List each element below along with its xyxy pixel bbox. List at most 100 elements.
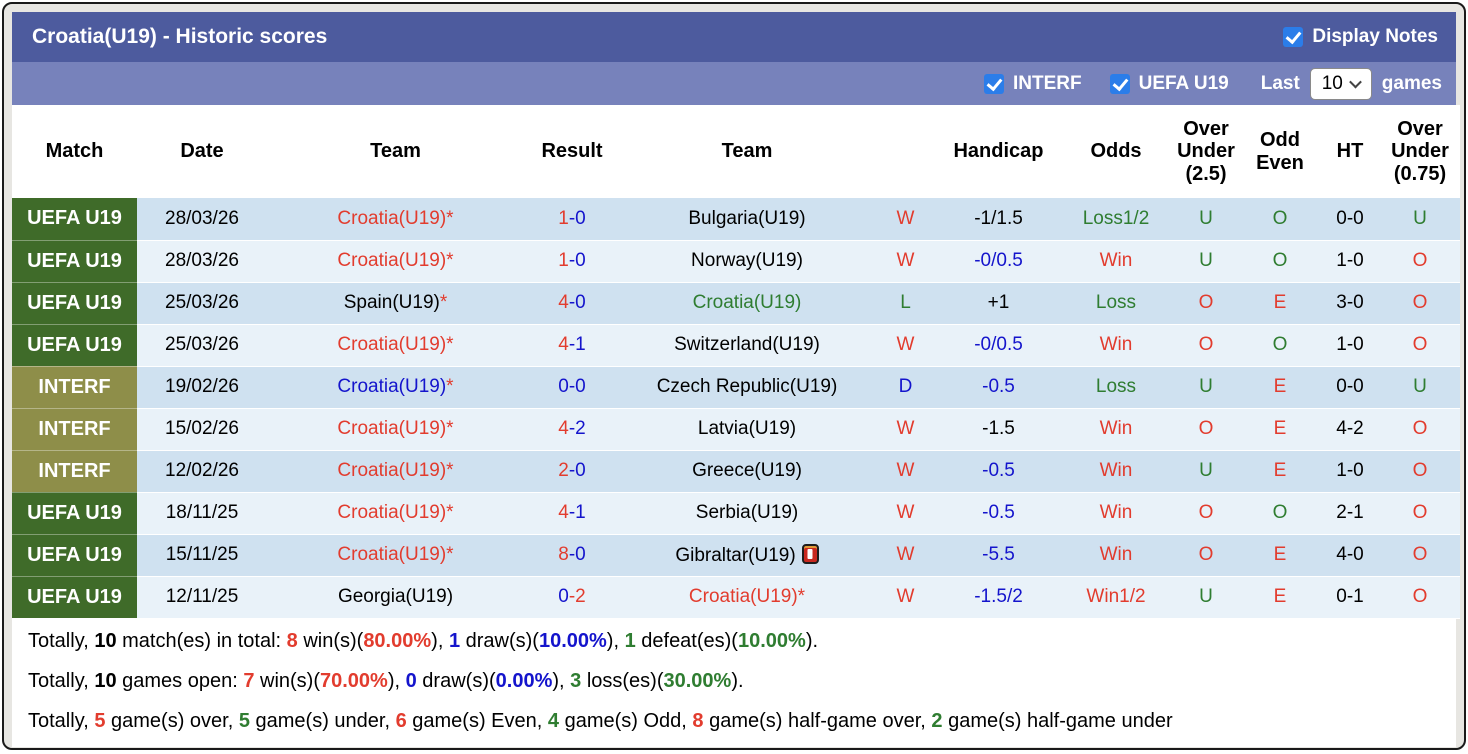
odd-even-letter: O (1272, 207, 1288, 229)
display-notes-checkbox[interactable] (1283, 27, 1304, 47)
interf-checkbox[interactable] (984, 73, 1004, 94)
home-star: * (446, 544, 454, 565)
ou075-letter: O (1412, 544, 1428, 565)
team-name: Croatia(U19) (692, 292, 802, 313)
team-name: Croatia(U19) (337, 376, 447, 397)
league-badge: INTERF (12, 366, 137, 409)
match-result: 4-1 (524, 492, 620, 535)
away-team: Serbia(U19) (620, 492, 874, 535)
home-score: 4 (558, 292, 569, 313)
league-badge: INTERF (12, 408, 137, 451)
col-header-match: Match (12, 105, 137, 198)
ou25-letter: O (1198, 418, 1214, 439)
odds-text: Win (1099, 502, 1133, 523)
match-result: 1-0 (524, 240, 620, 283)
summary-segment: Totally, (28, 709, 95, 732)
odds-result: Win (1060, 324, 1172, 367)
last-games-select[interactable]: 10 (1309, 67, 1372, 100)
ou075-letter: O (1412, 502, 1428, 523)
col-header-date: Date (137, 105, 267, 198)
summary-segment: 6 (395, 709, 407, 732)
table-row: INTERF 12/02/26 Croatia(U19)* 2-0 Greece(U19… (12, 450, 1460, 493)
odds-result: Win (1060, 492, 1172, 535)
summary-segment: ). (731, 669, 744, 692)
handicap-value: -1.5/2 (937, 576, 1060, 619)
summary-segment: 8 (286, 629, 298, 652)
team-name: Gibraltar(U19) (675, 544, 796, 566)
uefa-u19-toggle[interactable]: UEFA U19 (1109, 73, 1229, 95)
wdl-letter: W (896, 586, 915, 607)
over-under-075: U (1380, 366, 1460, 409)
over-under-075: O (1380, 282, 1460, 325)
match-date: 12/02/26 (137, 450, 267, 493)
odds-text: Win1/2 (1086, 586, 1146, 607)
league-badge: UEFA U19 (12, 492, 137, 535)
over-under-25: U (1172, 450, 1240, 493)
home-star: * (446, 460, 454, 481)
odds-text: Loss (1095, 292, 1137, 313)
wdl-letter: D (898, 376, 913, 397)
over-under-075: O (1380, 240, 1460, 283)
over-under-075: O (1380, 534, 1460, 577)
match-date: 28/03/26 (137, 198, 267, 241)
display-notes-toggle[interactable]: Display Notes (1283, 26, 1438, 48)
handicap-text: -5.5 (982, 544, 1015, 565)
ht-score: 4-2 (1320, 408, 1380, 451)
over-under-25: O (1172, 534, 1240, 577)
odd-even: O (1240, 324, 1320, 367)
home-team: Croatia(U19)* (267, 450, 524, 493)
ou075-letter: U (1413, 376, 1427, 397)
team-name: Croatia(U19) (688, 586, 798, 607)
interf-toggle[interactable]: INTERF (984, 73, 1082, 95)
summary-line: Totally, 10 games open: 7 win(s)(70.00%)… (28, 661, 1456, 701)
home-star: * (446, 376, 454, 397)
odd-even-letter: E (1273, 292, 1287, 313)
home-score: 4 (558, 502, 569, 523)
ou075-letter: O (1412, 250, 1428, 271)
summary-segment: 5 (94, 709, 106, 732)
col-header-team-away: Team (620, 105, 874, 198)
team-name: Bulgaria(U19) (688, 207, 806, 229)
handicap-value: -0/0.5 (937, 324, 1060, 367)
summary-segment: game(s) Even, (406, 709, 548, 732)
table-row: UEFA U19 28/03/26 Croatia(U19)* 1-0 Bulgaria… (12, 198, 1460, 241)
odd-even: E (1240, 366, 1320, 409)
wdl-result: W (874, 492, 937, 535)
last-games-value: 10 (1321, 72, 1343, 94)
uefa-u19-checkbox[interactable] (1109, 73, 1130, 94)
match-date: 12/11/25 (137, 576, 267, 619)
match-date: 19/02/26 (137, 366, 267, 409)
over-under-25: O (1172, 324, 1240, 367)
away-score: -1 (568, 502, 586, 523)
ou075-letter: O (1412, 418, 1428, 439)
away-team: Croatia(U19) (620, 282, 874, 325)
table-row: UEFA U19 12/11/25 Georgia(U19) 0-2 Croatia(U… (12, 576, 1460, 619)
summary-segment: game(s) Odd, (559, 709, 693, 732)
home-score: 1 (558, 250, 569, 271)
ht-score: 4-0 (1320, 534, 1380, 577)
odd-even-letter: O (1272, 334, 1288, 355)
summary-segment: ), (387, 669, 406, 692)
home-score: 4 (558, 418, 569, 439)
away-team: Norway(U19) (620, 240, 874, 283)
match-result: 8-0 (524, 534, 620, 577)
ou25-letter: O (1198, 502, 1214, 523)
summary-segment: 4 (547, 709, 560, 732)
summary-segment: win(s)( (254, 669, 320, 692)
home-score: 0 (558, 376, 569, 397)
handicap-value: -0.5 (937, 492, 1060, 535)
wdl-result: W (874, 240, 937, 283)
summary-segment: 3 (570, 669, 582, 692)
team-name: Norway(U19) (691, 250, 803, 271)
away-score: -0 (568, 207, 586, 229)
handicap-value: -1/1.5 (937, 198, 1060, 241)
away-score: -0 (568, 376, 586, 397)
ht-score: 0-1 (1320, 576, 1380, 619)
away-team: Gibraltar(U19) (620, 534, 874, 577)
col-header-odds: Odds (1060, 105, 1172, 198)
ou25-letter: U (1199, 586, 1213, 607)
summary-segment: ), (552, 669, 571, 692)
match-date: 18/11/25 (137, 492, 267, 535)
table-row: UEFA U19 25/03/26 Spain(U19)* 4-0 Croatia(U1… (12, 282, 1460, 325)
